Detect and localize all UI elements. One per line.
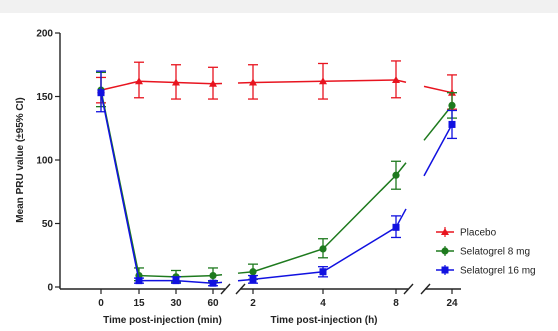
data-point [393,224,400,231]
data-point [98,89,105,96]
series-line [101,90,213,277]
legend-marker [442,267,449,274]
series-selatogrel-8-mg [96,72,457,282]
x-tick-label: 15 [133,298,145,309]
data-point [449,121,456,128]
y-tick-label: 150 [36,92,53,103]
series-break-stub [424,124,452,175]
legend-layer: Placebo Selatogrel 8 mg Selatogrel 16 mg [436,227,536,277]
data-point [392,172,399,179]
series-layer [96,61,457,287]
legend-label: Selatogrel 16 mg [460,266,536,277]
y-tick-label: 200 [36,29,53,40]
x-tick-label: 8 [393,298,399,309]
series-line [101,81,213,90]
data-point [320,268,327,275]
series-placebo [96,61,457,109]
top-band [0,0,558,13]
x-tick-label: 60 [207,298,219,309]
x-tick-label: 2 [250,298,256,309]
data-point [249,268,256,275]
legend-label: Selatogrel 8 mg [460,247,530,258]
data-point [250,276,257,283]
data-point [209,272,216,279]
series-line [101,93,213,284]
x-axis-title-panel-2: Time post-injection (h) [270,315,377,326]
data-point [448,102,455,109]
data-point [210,280,217,287]
x-tick-label: 0 [98,298,104,309]
data-point [319,245,326,252]
y-tick-label: 50 [42,219,54,230]
y-tick-label: 100 [36,156,53,167]
data-point [173,277,180,284]
x-axis-title-panel-1: Time post-injection (min) [103,315,222,326]
series-selatogrel-16-mg [96,71,457,287]
x-tick-label: 30 [170,298,182,309]
y-axis-title: Mean PRU value (±95% CI) [15,97,26,223]
x-tick-label: 24 [446,298,458,309]
x-tick-label: 4 [320,298,326,309]
y-tick-label: 0 [47,283,53,294]
series-break-stub [424,86,452,92]
legend-label: Placebo [460,228,497,239]
legend-marker [441,247,448,254]
data-point [136,277,143,284]
